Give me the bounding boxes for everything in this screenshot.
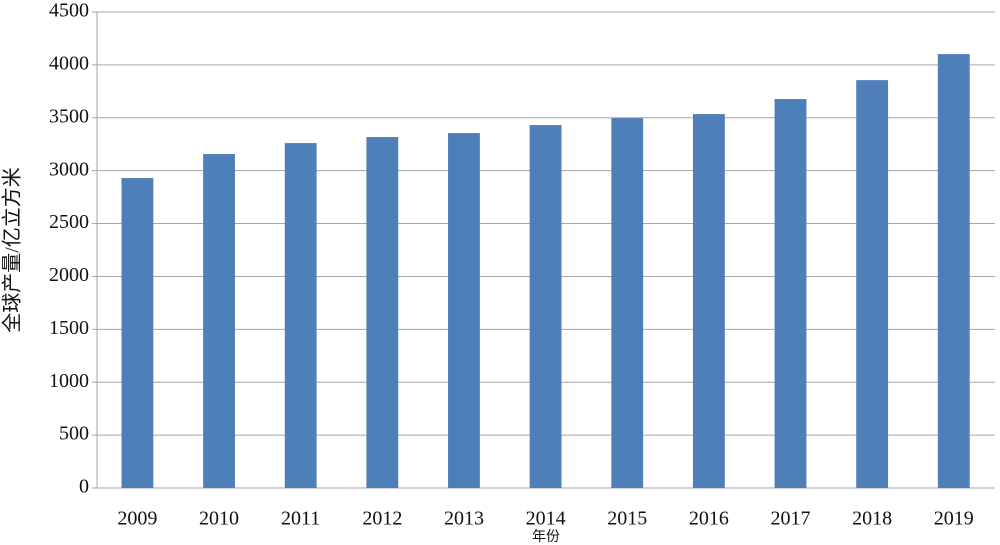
y-tick-label: 500 bbox=[59, 423, 89, 445]
bar bbox=[448, 133, 480, 489]
bar bbox=[611, 118, 644, 489]
x-tick-label: 2014 bbox=[526, 508, 566, 530]
bar bbox=[692, 114, 725, 488]
x-tick-label: 2011 bbox=[281, 508, 320, 530]
x-tick-label: 2012 bbox=[362, 508, 402, 530]
y-axis-label: 全球产量/亿立方米 bbox=[1, 167, 24, 333]
bar bbox=[529, 125, 562, 488]
bar bbox=[366, 137, 399, 488]
x-tick-label: 2015 bbox=[607, 508, 647, 530]
bar bbox=[121, 178, 154, 488]
x-tick-label: 2017 bbox=[771, 508, 811, 530]
y-tick-label: 0 bbox=[79, 476, 89, 498]
x-tick-label: 2016 bbox=[689, 508, 729, 530]
bar bbox=[937, 54, 970, 489]
x-tick-label: 2009 bbox=[117, 508, 157, 530]
x-axis-label: 年份 bbox=[532, 529, 560, 545]
x-tick-label: 2013 bbox=[444, 508, 484, 530]
x-tick-label: 2010 bbox=[199, 508, 239, 530]
y-tick-label: 4000 bbox=[49, 52, 89, 74]
bar bbox=[203, 154, 235, 488]
x-tick-label: 2019 bbox=[934, 508, 974, 530]
y-tick-label: 4500 bbox=[49, 0, 89, 22]
bar bbox=[774, 99, 807, 488]
y-tick-label: 2500 bbox=[49, 211, 89, 233]
y-tick-label: 3500 bbox=[49, 105, 89, 127]
bar bbox=[284, 143, 317, 489]
y-tick-label: 3000 bbox=[49, 158, 89, 180]
y-tick-label: 1000 bbox=[49, 370, 89, 392]
x-tick-label: 2018 bbox=[852, 508, 892, 530]
y-tick-label: 2000 bbox=[49, 264, 89, 286]
y-tick-label: 1500 bbox=[49, 317, 89, 339]
bar bbox=[856, 80, 889, 489]
